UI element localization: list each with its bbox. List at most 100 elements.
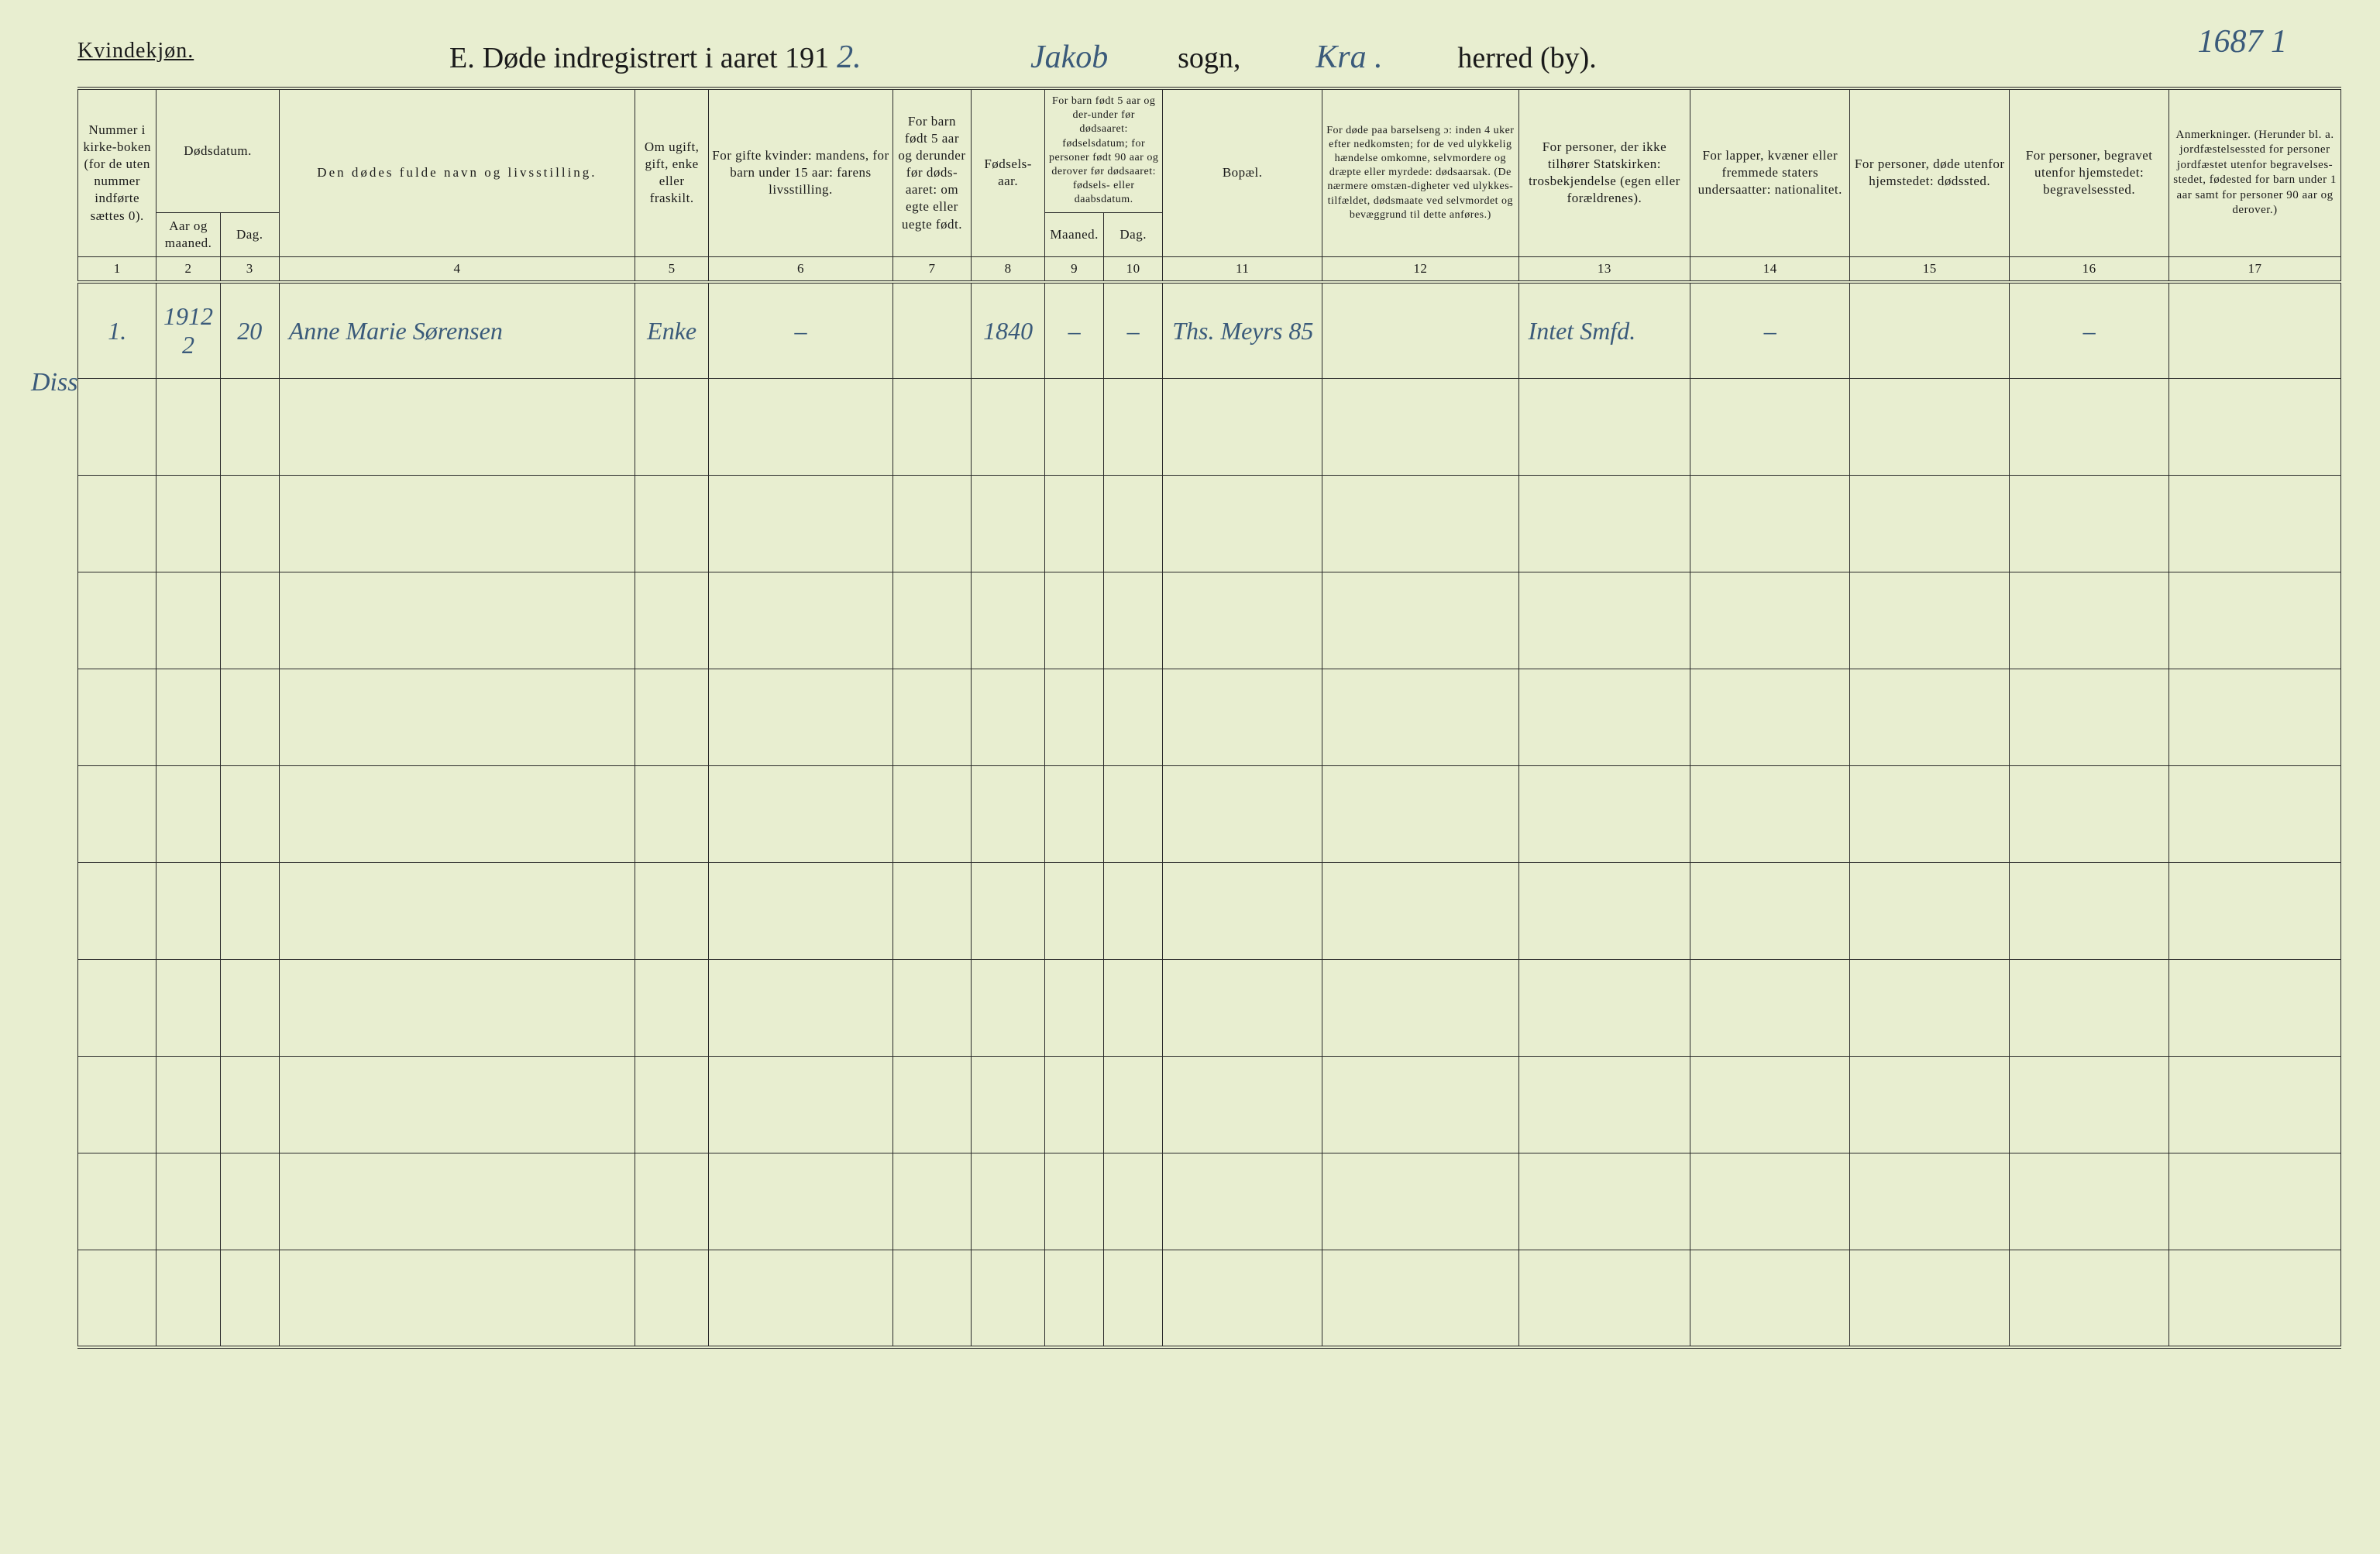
- cell-bopael: Ths. Meyrs 85: [1163, 282, 1322, 379]
- cell-bopael: [1163, 863, 1322, 960]
- cell-stand: [635, 1153, 709, 1250]
- cell-bopael: [1163, 476, 1322, 572]
- cell-c13: [1518, 766, 1690, 863]
- cell-aar: [156, 476, 220, 572]
- cell-stand: [635, 1250, 709, 1347]
- cell-c13: [1518, 960, 1690, 1057]
- col-num: 9: [1045, 256, 1104, 282]
- cell-c9: [1045, 960, 1104, 1057]
- col-header-12: For døde paa barselseng ɔ: inden 4 uker …: [1322, 88, 1518, 256]
- register-table: Nummer i kirke-boken (for de uten nummer…: [77, 87, 2341, 1349]
- cell-bopael: [1163, 1057, 1322, 1153]
- cell-c17: [2169, 572, 2341, 669]
- cell-stand: [635, 1057, 709, 1153]
- col-num: 14: [1690, 256, 1850, 282]
- cell-c14: [1690, 766, 1850, 863]
- cell-aar: [156, 1153, 220, 1250]
- cell-aar: [156, 669, 220, 766]
- cell-c13: [1518, 476, 1690, 572]
- cell-stand: Enke: [635, 282, 709, 379]
- cell-c15: [1850, 766, 2010, 863]
- cell-navn: [279, 863, 635, 960]
- cell-aar: [156, 572, 220, 669]
- cell-aar: [156, 766, 220, 863]
- cell-c12: [1322, 379, 1518, 476]
- table-row: [78, 766, 2341, 863]
- cell-dag: [220, 863, 279, 960]
- cell-stand: [635, 669, 709, 766]
- col-header-7: For barn født 5 aar og derunder før døds…: [892, 88, 971, 256]
- cell-navn: Anne Marie Sørensen: [279, 282, 635, 379]
- page-header: Kvindekjøn. E. Døde indregistrert i aare…: [77, 39, 2341, 64]
- gender-label: Kvindekjøn.: [77, 39, 194, 64]
- cell-c6: [709, 476, 893, 572]
- cell-c15: [1850, 960, 2010, 1057]
- cell-c15: [1850, 282, 2010, 379]
- cell-c6: [709, 1250, 893, 1347]
- cell-c6: [709, 1153, 893, 1250]
- cell-c17: [2169, 476, 2341, 572]
- col-header-13: For personer, der ikke tilhører Statskir…: [1518, 88, 1690, 256]
- col-header-8: Fødsels-aar.: [972, 88, 1045, 256]
- cell-faar: [972, 379, 1045, 476]
- cell-faar: [972, 863, 1045, 960]
- cell-c7: [892, 1250, 971, 1347]
- cell-faar: [972, 766, 1045, 863]
- cell-faar: [972, 1250, 1045, 1347]
- cell-c7: [892, 379, 971, 476]
- cell-c7: [892, 572, 971, 669]
- cell-c14: [1690, 1153, 1850, 1250]
- cell-c10: [1104, 766, 1163, 863]
- cell-c7: [892, 960, 971, 1057]
- table-row: [78, 669, 2341, 766]
- cell-c14: –: [1690, 282, 1850, 379]
- cell-c15: [1850, 476, 2010, 572]
- table-header: Nummer i kirke-boken (for de uten nummer…: [78, 88, 2341, 282]
- cell-bopael: [1163, 379, 1322, 476]
- cell-c13: [1518, 1057, 1690, 1153]
- cell-c14: [1690, 476, 1850, 572]
- cell-faar: [972, 1153, 1045, 1250]
- cell-c15: [1850, 1250, 2010, 1347]
- cell-stand: [635, 766, 709, 863]
- herred-label: herred (by).: [1457, 41, 1596, 75]
- cell-faar: [972, 669, 1045, 766]
- cell-faar: [972, 1057, 1045, 1153]
- cell-c10: [1104, 572, 1163, 669]
- cell-c15: [1850, 1153, 2010, 1250]
- col-header-14: For lapper, kvæner eller fremmede stater…: [1690, 88, 1850, 256]
- cell-stand: [635, 863, 709, 960]
- herred-handwritten: Kra .: [1248, 39, 1450, 76]
- cell-navn: [279, 960, 635, 1057]
- cell-c10: [1104, 1153, 1163, 1250]
- cell-navn: [279, 379, 635, 476]
- cell-aar: [156, 1250, 220, 1347]
- cell-c17: [2169, 960, 2341, 1057]
- cell-c7: [892, 766, 971, 863]
- cell-c15: [1850, 1057, 2010, 1153]
- col-num: 16: [2010, 256, 2169, 282]
- title-row: E. Døde indregistrert i aaret 1912. Jako…: [449, 39, 1597, 76]
- cell-c17: [2169, 1057, 2341, 1153]
- cell-stand: [635, 476, 709, 572]
- cell-c9: [1045, 572, 1104, 669]
- col-num: 5: [635, 256, 709, 282]
- cell-faar: [972, 476, 1045, 572]
- cell-navn: [279, 1250, 635, 1347]
- cell-c12: [1322, 572, 1518, 669]
- table-row: [78, 476, 2341, 572]
- cell-dag: [220, 1250, 279, 1347]
- cell-c16: [2010, 379, 2169, 476]
- title-prefix: Døde indregistrert i aaret 191: [483, 41, 829, 75]
- col-header-6: For gifte kvinder: mandens, for barn und…: [709, 88, 893, 256]
- cell-dag: [220, 476, 279, 572]
- cell-dag: [220, 669, 279, 766]
- cell-c9: –: [1045, 282, 1104, 379]
- cell-c10: –: [1104, 282, 1163, 379]
- col-num: 3: [220, 256, 279, 282]
- cell-c15: [1850, 669, 2010, 766]
- cell-navn: [279, 766, 635, 863]
- col-num: 11: [1163, 256, 1322, 282]
- cell-c12: [1322, 766, 1518, 863]
- cell-dag: [220, 379, 279, 476]
